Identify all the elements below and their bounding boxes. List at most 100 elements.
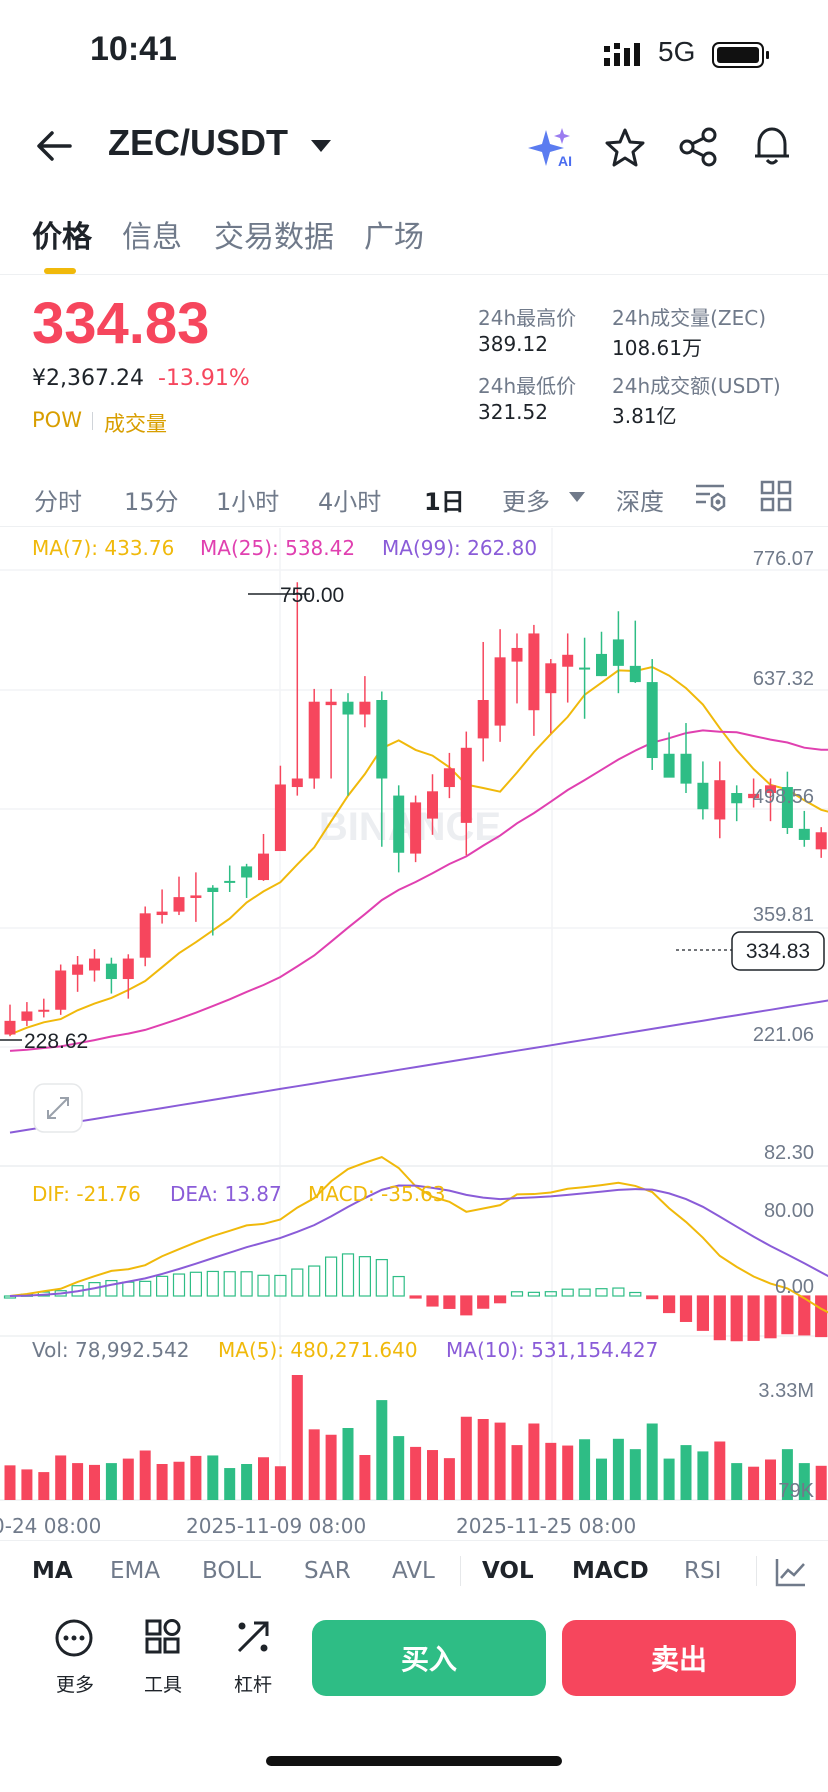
interval-1h[interactable]: 1小时 (216, 488, 280, 516)
candle-body (190, 895, 202, 898)
volume-bar (443, 1458, 455, 1500)
indicator-settings-icon[interactable] (774, 1556, 808, 1588)
tool-leverage[interactable]: 杠杆 (233, 1674, 272, 1696)
candle-body (291, 778, 303, 788)
macd-bar (713, 1295, 726, 1341)
grid-layout-icon[interactable] (760, 480, 792, 512)
macd-bar (561, 1288, 574, 1297)
volume-bar (781, 1449, 793, 1500)
indicator-rsi[interactable]: RSI (684, 1558, 722, 1584)
sell-button[interactable]: 卖出 (562, 1620, 796, 1696)
interval-4h[interactable]: 4小时 (318, 488, 382, 516)
interval-more[interactable]: 更多 (502, 488, 550, 516)
volume-bar (815, 1465, 827, 1500)
back-arrow-icon[interactable] (34, 128, 74, 164)
time-axis-3: 2025-11-25 08:00 (456, 1514, 637, 1538)
interval-depth[interactable]: 深度 (616, 488, 664, 516)
share-icon[interactable] (678, 126, 720, 168)
macd-bar (679, 1295, 693, 1322)
more-icon[interactable] (54, 1618, 94, 1658)
candle-body (173, 897, 185, 912)
price-change: -13.91% (158, 366, 250, 391)
vol-axis-1: 3.33M (758, 1380, 814, 1402)
candle-body (427, 791, 438, 819)
stat-amount-label: 24h成交额(USDT) (612, 374, 781, 398)
tool-tools[interactable]: 工具 (143, 1674, 182, 1696)
volume-bar (190, 1455, 202, 1500)
divider (0, 526, 828, 527)
tool-more[interactable]: 更多 (55, 1674, 94, 1696)
stat-high: 389.12 (478, 332, 548, 356)
battery-icon (712, 42, 769, 68)
interval-time[interactable]: 分时 (34, 488, 82, 516)
macd-bar (189, 1271, 202, 1297)
candle-body (274, 784, 286, 852)
tab-trading-data[interactable]: 交易数据 (214, 220, 334, 255)
more-caret-icon[interactable] (568, 490, 586, 504)
candle-body (308, 701, 320, 779)
volume-bar (511, 1445, 523, 1500)
leverage-icon[interactable] (234, 1618, 272, 1656)
volume-bar (122, 1458, 134, 1500)
candle-body (258, 853, 269, 881)
star-icon[interactable] (604, 126, 646, 168)
macd-bar (257, 1274, 270, 1297)
tag-volume[interactable]: 成交量 (104, 412, 167, 436)
tab-info[interactable]: 信息 (122, 220, 182, 255)
tag-pow[interactable]: POW (32, 408, 82, 432)
tools-icon[interactable] (144, 1618, 182, 1656)
vol-ma10: MA(10): 531,154.427 (446, 1338, 659, 1362)
candle-body (241, 866, 253, 878)
macd-bar (240, 1271, 253, 1297)
indicator-ma[interactable]: MA (32, 1558, 73, 1584)
interval-1d[interactable]: 1日 (424, 488, 465, 516)
vol-value: Vol: 78,992.542 (32, 1338, 190, 1362)
pair-title[interactable]: ZEC/USDT (108, 122, 288, 163)
time-axis-2: 2025-11-09 08:00 (186, 1514, 367, 1538)
price-axis-1: 776.07 (752, 548, 814, 570)
home-indicator (266, 1756, 562, 1766)
macd-bar (815, 1295, 828, 1338)
interval-15m[interactable]: 15分 (124, 488, 179, 516)
vol-ma5: MA(5): 480,271.640 (218, 1338, 418, 1362)
indicator-sar[interactable]: SAR (304, 1558, 351, 1584)
chart-settings-icon[interactable] (694, 480, 728, 512)
dea-line (9, 1184, 828, 1297)
tab-price[interactable]: 价格 (32, 220, 92, 255)
macd-bar (156, 1275, 169, 1297)
indicator-vol[interactable]: VOL (482, 1558, 534, 1584)
current-price-box (731, 931, 825, 971)
bell-icon[interactable] (752, 124, 792, 168)
legend-ma25: MA(25): 538.42 (200, 536, 356, 560)
volume-bar (410, 1446, 422, 1500)
candle-body (612, 639, 624, 666)
ai-sparkle-icon[interactable]: AI (528, 126, 576, 170)
indicator-ema[interactable]: EMA (110, 1558, 161, 1584)
ma7-line (9, 665, 828, 1036)
candle-body (697, 782, 709, 810)
volume-bar (612, 1438, 624, 1500)
indicator-macd[interactable]: MACD (572, 1558, 649, 1584)
candle-body (21, 1011, 33, 1021)
signal-icon (604, 43, 640, 66)
indicator-boll[interactable]: BOLL (202, 1558, 262, 1584)
candle-body (477, 700, 489, 739)
candlestick-chart[interactable]: BINANCE 750.00 228.62 334.83 (0, 0, 828, 1540)
macd-bar (544, 1291, 557, 1297)
caret-down-icon[interactable] (308, 136, 334, 156)
last-price: 334.83 (32, 291, 210, 356)
candle-body (443, 768, 455, 788)
network-type: 5G (658, 36, 696, 67)
buy-button[interactable]: 买入 (312, 1620, 546, 1696)
candle-body (646, 682, 658, 759)
macd-dif: DIF: -21.76 (32, 1182, 141, 1206)
candle-body (38, 1009, 50, 1012)
macd-bar (274, 1274, 287, 1297)
tab-square[interactable]: 广场 (364, 220, 424, 255)
volume-bar (72, 1463, 84, 1500)
macd-bar (781, 1295, 794, 1335)
macd-bar (730, 1295, 743, 1342)
indicator-avl[interactable]: AVL (392, 1558, 435, 1584)
candle-body (72, 964, 84, 975)
current-price-label: 334.83 (746, 940, 810, 963)
